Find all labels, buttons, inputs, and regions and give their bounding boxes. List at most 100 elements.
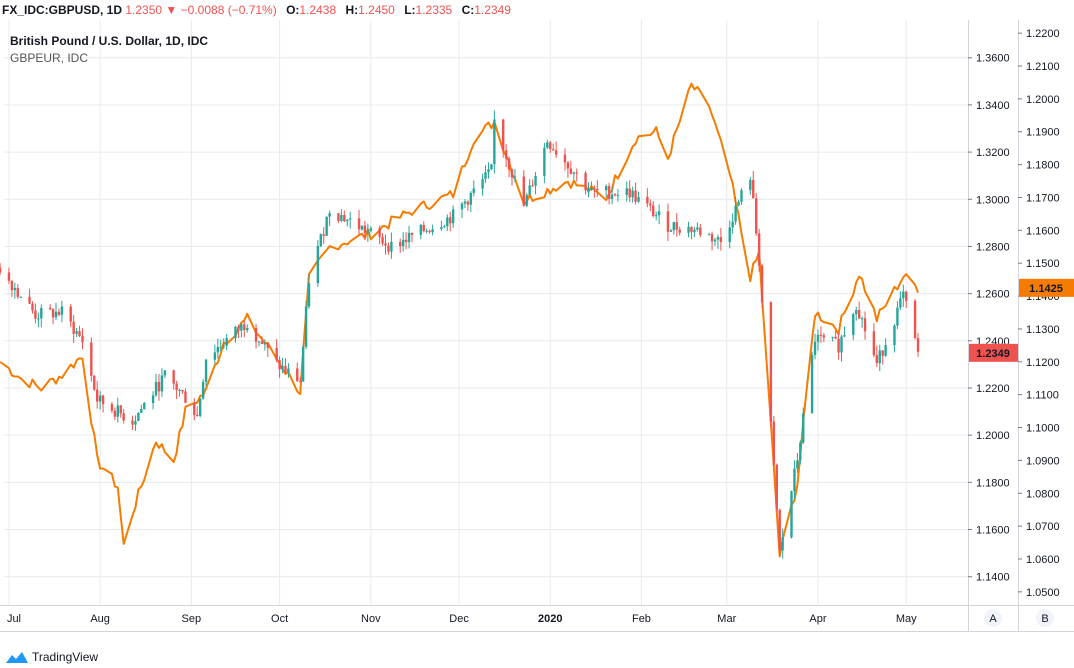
price-tick-label: 1.1600 — [976, 525, 1010, 537]
candle — [381, 233, 384, 246]
candle — [254, 323, 258, 349]
candle — [852, 312, 855, 340]
down-arrow-icon: ▼ — [165, 3, 178, 17]
price-tick-label: 1.1800 — [976, 477, 1010, 489]
chart-legend: British Pound / U.S. Dollar, 1D, IDC GBP… — [10, 33, 208, 67]
time-tick-label: Dec — [449, 613, 469, 625]
candle-body — [301, 346, 305, 382]
candle-body — [857, 309, 861, 319]
candle-body — [781, 537, 784, 551]
candle — [81, 328, 84, 350]
candle-body — [360, 225, 364, 230]
candle-body — [90, 342, 93, 376]
candle — [404, 232, 408, 250]
candle — [863, 311, 867, 340]
candle — [728, 220, 731, 249]
candle-body — [7, 272, 11, 281]
low-value: 1.2335 — [415, 3, 453, 17]
candle — [119, 404, 122, 418]
candle-body — [428, 230, 431, 233]
candle-body — [75, 331, 78, 334]
symbol-name[interactable]: FX_IDC:GBPUSD, 1D — [2, 3, 123, 17]
candle-body — [657, 211, 661, 216]
candle-body — [813, 341, 817, 355]
candle-body — [113, 410, 117, 417]
candle — [646, 188, 649, 208]
candle — [716, 234, 720, 249]
compare-tick-label: 1.1700 — [1026, 192, 1060, 204]
candle — [678, 226, 681, 236]
candle — [196, 406, 199, 417]
candle — [575, 168, 578, 182]
brand-name[interactable]: TradingView — [32, 650, 99, 664]
candle — [157, 373, 161, 401]
candle-body — [407, 232, 411, 243]
candle — [484, 165, 487, 183]
candle-body — [51, 309, 55, 318]
compare-tick-label: 1.2000 — [1026, 94, 1060, 106]
candle — [563, 148, 567, 171]
candle — [304, 300, 308, 350]
compare-tick-label: 1.2200 — [1026, 28, 1060, 40]
candle-body — [10, 280, 14, 291]
candle — [584, 171, 587, 195]
candle — [90, 337, 93, 382]
price-labels: 1.2349 1.1425 — [969, 278, 1074, 362]
candle-body — [431, 229, 434, 233]
candle — [690, 226, 693, 240]
time-tick-label: Feb — [632, 613, 651, 625]
candle-body — [287, 368, 290, 373]
candle — [298, 377, 302, 383]
candle — [781, 528, 784, 559]
candle-body — [563, 154, 567, 163]
candle-body — [852, 314, 855, 336]
candle — [757, 228, 761, 272]
candle-body — [604, 186, 608, 191]
gbpeur-price-tag — [1019, 278, 1074, 297]
candle-body — [28, 296, 31, 304]
candle — [234, 325, 237, 343]
candle — [749, 176, 752, 196]
candle-body — [899, 298, 902, 308]
candle-body — [48, 307, 52, 310]
candle — [131, 415, 134, 431]
candle-body — [160, 375, 164, 392]
price-chart[interactable]: 1.36001.34001.32001.30001.28001.26001.24… — [0, 20, 1074, 648]
candle-body — [757, 233, 761, 266]
close-value: 1.2349 — [474, 3, 511, 17]
candle — [410, 232, 414, 243]
candle — [654, 211, 658, 221]
candle-body — [316, 245, 320, 284]
chart-axes — [0, 20, 1074, 632]
candle — [275, 339, 278, 363]
candle — [181, 389, 184, 394]
candle-body — [493, 119, 496, 165]
candle-body — [490, 164, 493, 170]
candle — [696, 222, 699, 232]
candle — [634, 182, 637, 205]
candle — [237, 324, 240, 339]
candle — [175, 380, 178, 400]
axis-button-b — [1036, 609, 1054, 627]
gbpeur-price-label: 1.1425 — [1029, 283, 1063, 295]
candle — [501, 118, 505, 158]
candle — [154, 373, 158, 397]
price-tick-label: 1.2000 — [976, 430, 1010, 442]
candle-body — [381, 236, 384, 244]
candle — [472, 180, 475, 197]
candle — [460, 202, 464, 218]
candle — [534, 171, 537, 195]
candle-body — [240, 324, 243, 331]
candle — [431, 224, 434, 236]
candle-body — [575, 172, 578, 174]
candle-body — [607, 186, 611, 199]
candle-body — [534, 176, 537, 186]
compare-series-title[interactable]: GBPEUR, IDC — [10, 51, 89, 65]
candle-body — [296, 368, 299, 382]
candle — [307, 274, 311, 309]
axis-button-b-label[interactable]: B — [1041, 613, 1048, 625]
candle — [278, 356, 281, 378]
candle — [504, 143, 508, 168]
main-series-title[interactable]: British Pound / U.S. Dollar, 1D, IDC — [10, 34, 209, 48]
axis-button-a-label[interactable]: A — [989, 613, 997, 625]
